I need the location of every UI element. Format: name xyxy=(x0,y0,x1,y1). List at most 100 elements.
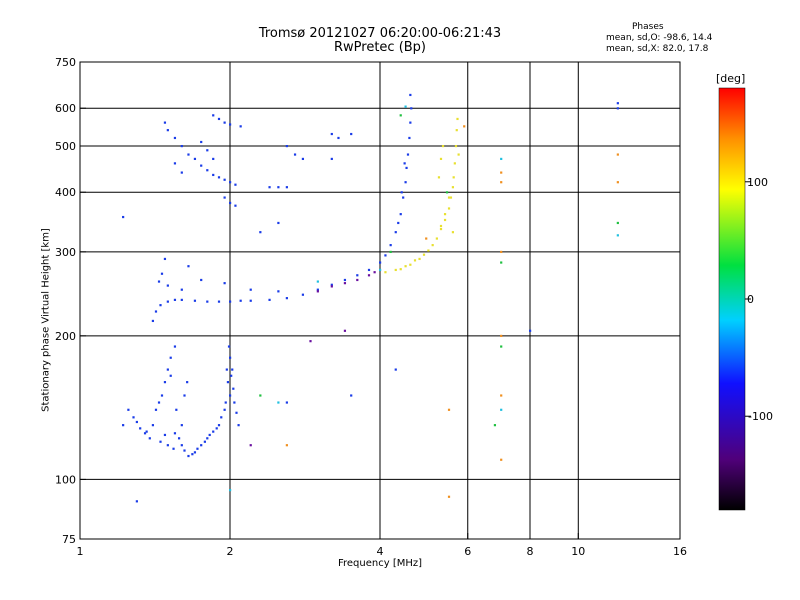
data-point xyxy=(330,285,333,288)
data-point xyxy=(223,178,226,181)
data-point xyxy=(441,144,445,148)
data-point xyxy=(316,280,319,283)
data-point xyxy=(285,444,288,447)
data-point xyxy=(173,298,177,301)
data-point xyxy=(268,298,271,301)
data-point xyxy=(224,401,227,404)
data-point xyxy=(229,356,232,359)
data-point xyxy=(180,298,183,301)
data-point xyxy=(229,181,232,184)
data-point xyxy=(399,268,402,271)
data-point xyxy=(166,300,169,303)
axis-ticks: 1 2 4 6 8 10 16 75 100 200 300 400 500 600 750 xyxy=(55,56,687,558)
data-point xyxy=(449,196,453,199)
data-point xyxy=(316,290,319,293)
data-point xyxy=(186,381,189,384)
data-point xyxy=(343,329,347,332)
data-point xyxy=(166,284,169,287)
data-point xyxy=(451,231,455,234)
data-point xyxy=(500,181,503,184)
data-point xyxy=(127,408,130,411)
stats-o-label: mean, sd,O: xyxy=(606,33,661,43)
data-point xyxy=(160,272,164,275)
data-point xyxy=(435,237,438,240)
data-point xyxy=(191,453,194,456)
data-point xyxy=(223,121,226,124)
data-point xyxy=(285,297,288,300)
data-point xyxy=(343,282,347,285)
data-point xyxy=(249,299,252,302)
data-point xyxy=(402,196,405,199)
data-point xyxy=(350,132,353,136)
data-point xyxy=(447,196,451,199)
data-point xyxy=(206,149,209,152)
data-point xyxy=(225,368,228,371)
data-point xyxy=(500,394,503,397)
data-point xyxy=(220,416,223,419)
data-point xyxy=(277,290,280,293)
data-point xyxy=(206,437,209,440)
x-tick-label: 10 xyxy=(571,545,585,558)
data-point xyxy=(163,121,167,124)
data-point xyxy=(231,368,234,371)
data-point xyxy=(212,173,215,177)
data-point xyxy=(350,394,353,397)
y-tick-label: 600 xyxy=(55,102,76,115)
data-point xyxy=(180,144,183,148)
data-point xyxy=(425,237,428,240)
data-point xyxy=(166,368,169,371)
stats-x-label: mean, sd,X: xyxy=(606,44,660,54)
data-point xyxy=(235,411,238,414)
data-point xyxy=(616,181,619,184)
data-point xyxy=(229,300,232,303)
data-point xyxy=(445,191,449,194)
x-tick-label: 8 xyxy=(527,545,534,558)
data-point xyxy=(397,221,400,225)
data-point xyxy=(437,176,441,179)
colorbar-tick-label: 100 xyxy=(747,176,768,189)
data-point xyxy=(154,408,158,411)
y-tick-label: 75 xyxy=(62,533,76,546)
data-point xyxy=(259,231,262,234)
data-point xyxy=(200,278,203,282)
data-point xyxy=(454,144,458,148)
data-point xyxy=(404,265,407,268)
data-point xyxy=(166,444,169,447)
data-point xyxy=(439,224,443,228)
data-point xyxy=(500,408,503,411)
data-point xyxy=(208,433,211,437)
data-point xyxy=(163,257,167,261)
data-point xyxy=(443,213,447,216)
data-point xyxy=(135,500,138,503)
data-point xyxy=(337,136,340,140)
data-point xyxy=(405,166,408,170)
data-point xyxy=(500,250,503,254)
data-point xyxy=(616,153,619,156)
data-point xyxy=(166,129,169,132)
data-point xyxy=(193,451,197,454)
data-point xyxy=(217,300,221,303)
data-points xyxy=(122,93,619,503)
data-point xyxy=(403,162,406,165)
stats-o-values: -98.6, 14.4 xyxy=(663,33,713,43)
data-point xyxy=(212,157,215,161)
data-point xyxy=(427,249,430,252)
data-point xyxy=(206,169,209,172)
data-point xyxy=(223,408,226,411)
data-point xyxy=(173,136,177,140)
data-point xyxy=(160,394,164,397)
data-point xyxy=(500,458,503,461)
data-point xyxy=(330,132,333,136)
data-point xyxy=(389,244,392,247)
data-point xyxy=(379,268,382,272)
data-point xyxy=(413,259,417,262)
y-tick-label: 400 xyxy=(55,186,76,199)
data-point xyxy=(223,282,226,285)
data-point xyxy=(293,153,297,156)
data-point xyxy=(200,140,203,144)
data-point xyxy=(215,427,218,430)
colorbar-label: [deg] xyxy=(716,72,745,85)
data-point xyxy=(175,408,178,411)
y-tick-label: 200 xyxy=(55,330,76,343)
data-point xyxy=(180,444,183,447)
